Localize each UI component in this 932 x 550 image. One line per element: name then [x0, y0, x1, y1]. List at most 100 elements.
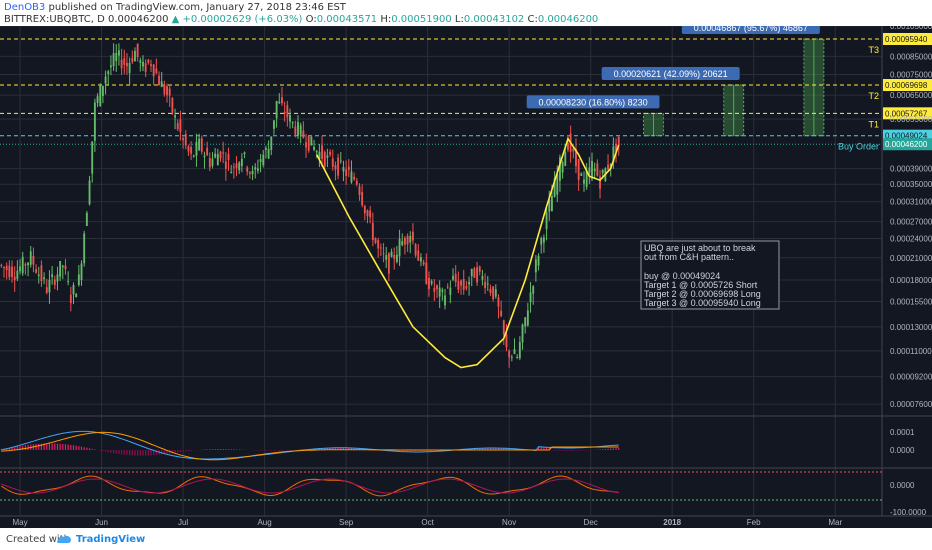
macd-histogram-bar: [48, 443, 51, 450]
month-label: 2018: [663, 518, 681, 527]
macd-histogram-bar: [118, 450, 120, 455]
candle-body: [88, 180, 91, 205]
macd-histogram-bar: [553, 450, 556, 451]
candle-body: [481, 275, 484, 280]
macd-histogram-bar: [572, 450, 574, 451]
macd-histogram-bar: [353, 448, 355, 450]
macd-histogram-bar: [340, 448, 342, 450]
note-box[interactable]: UBQ are just about to break out from C&H…: [640, 240, 780, 310]
candle-body: [101, 85, 104, 97]
candle-body: [190, 147, 193, 154]
macd-histogram-bar: [612, 448, 614, 450]
candle-body: [136, 43, 139, 57]
candle-body: [420, 257, 422, 262]
candle-body: [246, 167, 249, 172]
price-axis: 0.00105000 0.00085000 0.00075000 0.00065000…: [890, 26, 932, 409]
candle-body: [69, 294, 72, 304]
candle-body: [339, 160, 342, 162]
candle-body: [283, 111, 286, 114]
macd-histogram-bar: [56, 443, 59, 450]
candle-body: [40, 265, 43, 282]
candle-body: [139, 60, 142, 63]
candle-body: [422, 262, 425, 265]
macd-histogram-bar: [166, 450, 168, 454]
macd-histogram-bar: [562, 450, 564, 451]
symbol-name: BITTREX:UBQBTC, D: [4, 14, 105, 25]
candle-body: [441, 289, 444, 292]
month-label: Jun: [95, 518, 108, 527]
macd-histogram-bar: [578, 450, 580, 451]
price-tick-label: 0.00031000: [890, 198, 932, 207]
candle-body: [273, 120, 275, 129]
price-change: ▲ +0.00002629 (+6.03%): [171, 14, 303, 25]
symbol-line: BITTREX:UBQBTC, D 0.00046200 ▲ +0.000026…: [4, 14, 598, 25]
candle-body: [187, 146, 190, 152]
note-line-3: buy @ 0.00049024: [644, 271, 720, 281]
candle-body: [599, 176, 601, 189]
target-label-box: [681, 26, 820, 34]
month-label: Sep: [339, 518, 354, 527]
candle-body: [259, 159, 262, 163]
macd-histogram-bar: [345, 448, 347, 450]
macd-histogram-bar: [112, 450, 115, 454]
candle-body: [542, 237, 545, 243]
macd-histogram-bar: [121, 450, 123, 455]
candle-body: [104, 76, 107, 84]
candle-body: [617, 136, 620, 146]
macd-histogram-bar: [602, 449, 604, 450]
candle-body: [521, 324, 524, 343]
macd-histogram-bar: [51, 443, 53, 450]
publish-info: published on TradingView.com, January 27…: [48, 2, 346, 13]
price-tick-label: 0.00007600: [890, 400, 932, 409]
macd-histogram-bar: [417, 450, 419, 453]
candle-body: [115, 52, 118, 61]
candle-body: [460, 280, 462, 286]
macd-histogram-bar: [0, 448, 2, 450]
candle-body: [347, 166, 350, 171]
candle-body: [184, 133, 187, 146]
macd-histogram-bar: [505, 448, 508, 450]
last-price-tag: [883, 138, 932, 151]
candle-body: [281, 97, 283, 104]
price-chart[interactable]: 0.00095940 T3 0.00069698 T2 0.00057267 T1 0.00…: [0, 26, 932, 528]
macd-histogram-bar: [222, 449, 224, 450]
macd-histogram-bar: [599, 449, 601, 450]
candle-body: [147, 59, 150, 63]
candle-body: [403, 237, 406, 245]
macd-histogram-bar: [62, 444, 64, 450]
candle-body: [206, 147, 209, 156]
candle-body: [5, 265, 8, 271]
macd-histogram-bar: [163, 450, 165, 455]
macd-histogram-bar: [545, 447, 548, 450]
candle-body: [198, 138, 201, 151]
macd-histogram-bar: [27, 444, 29, 450]
candle-body: [428, 277, 430, 290]
candle-body: [21, 256, 24, 274]
candle-body: [112, 53, 115, 67]
candle-body: [158, 75, 160, 86]
candle-body: [492, 286, 495, 300]
candle-body: [83, 233, 86, 264]
price-line-value: 0.00069698: [885, 81, 928, 90]
candle-body: [59, 261, 62, 277]
candle-body: [96, 96, 99, 103]
candle-body: [56, 274, 59, 282]
footer-brand-link[interactable]: TradingView: [76, 534, 146, 545]
macd-tick-label: 0.0001: [890, 428, 915, 437]
macd-histogram-bar: [409, 450, 411, 452]
candle-body: [214, 153, 217, 158]
author-link[interactable]: DenOB3: [4, 2, 46, 13]
candle-body: [545, 212, 548, 230]
candle-body: [150, 64, 152, 66]
candle-body: [118, 50, 120, 56]
macd-histogram-bar: [348, 448, 350, 450]
candle-body: [235, 163, 238, 168]
month-label: Jul: [178, 518, 188, 527]
candle-body: [310, 136, 313, 146]
candle-body: [45, 287, 48, 293]
macd-histogram-bar: [321, 448, 323, 450]
candle-body: [371, 222, 374, 240]
macd-pane: 0.0001 0.0000: [0, 428, 915, 461]
candle-body: [326, 155, 329, 158]
macd-histogram-bar: [64, 444, 67, 450]
